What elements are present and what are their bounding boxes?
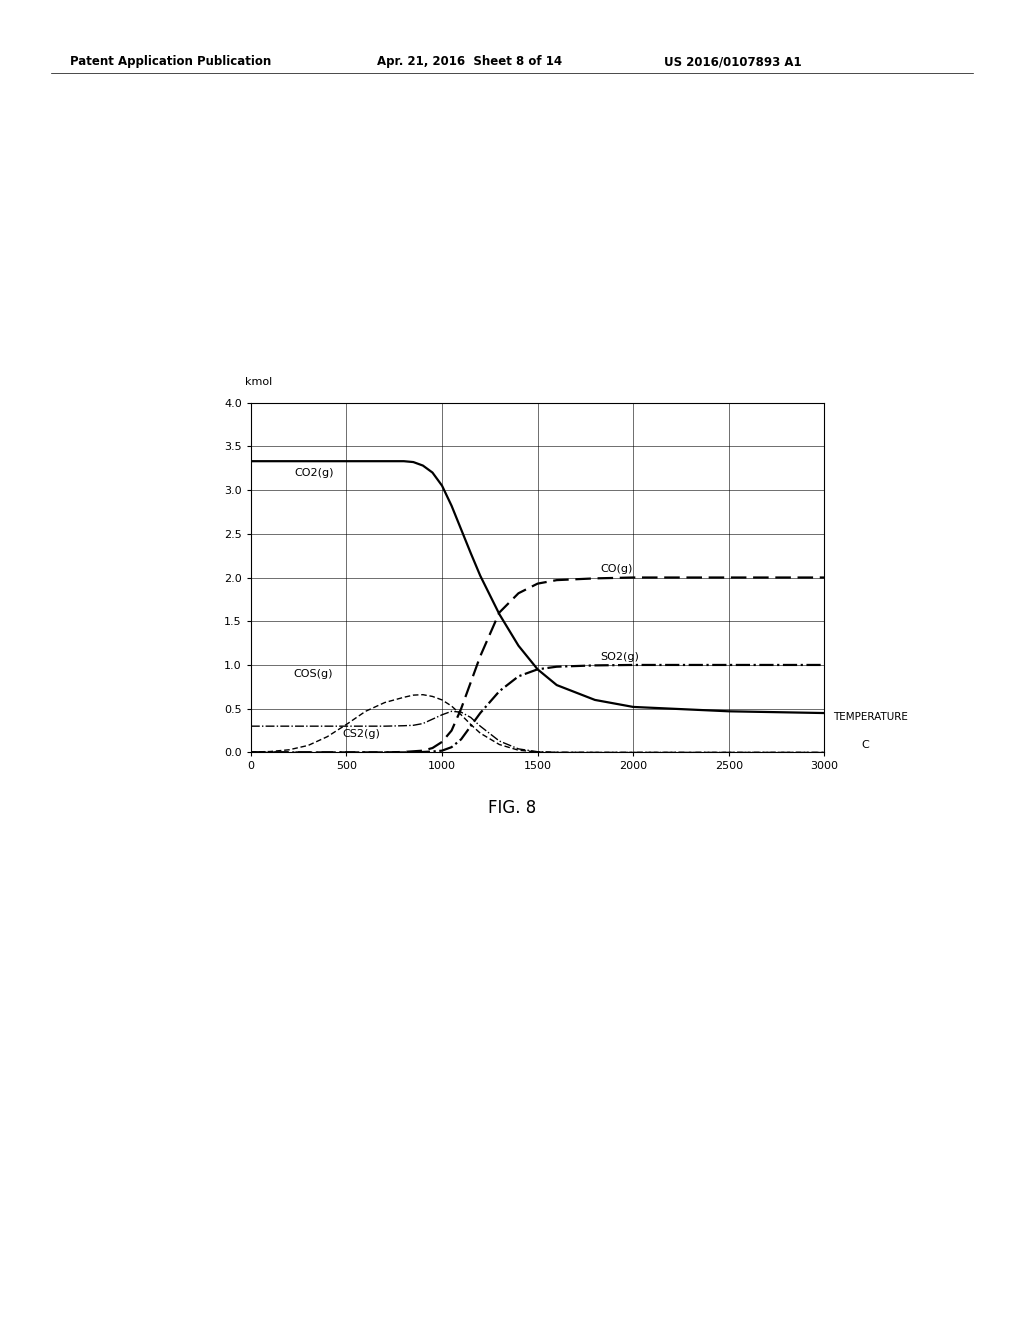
- Text: kmol: kmol: [245, 376, 272, 387]
- Text: Patent Application Publication: Patent Application Publication: [70, 55, 271, 69]
- Text: COS(g): COS(g): [293, 669, 333, 678]
- Text: US 2016/0107893 A1: US 2016/0107893 A1: [664, 55, 801, 69]
- Text: CO(g): CO(g): [601, 564, 633, 574]
- Text: FIG. 8: FIG. 8: [487, 799, 537, 817]
- Text: C: C: [861, 741, 869, 750]
- Text: Apr. 21, 2016  Sheet 8 of 14: Apr. 21, 2016 Sheet 8 of 14: [377, 55, 562, 69]
- Text: CO2(g): CO2(g): [295, 467, 335, 478]
- Text: SO2(g): SO2(g): [601, 652, 640, 663]
- Text: CS2(g): CS2(g): [343, 729, 381, 739]
- Text: TEMPERATURE: TEMPERATURE: [833, 713, 908, 722]
